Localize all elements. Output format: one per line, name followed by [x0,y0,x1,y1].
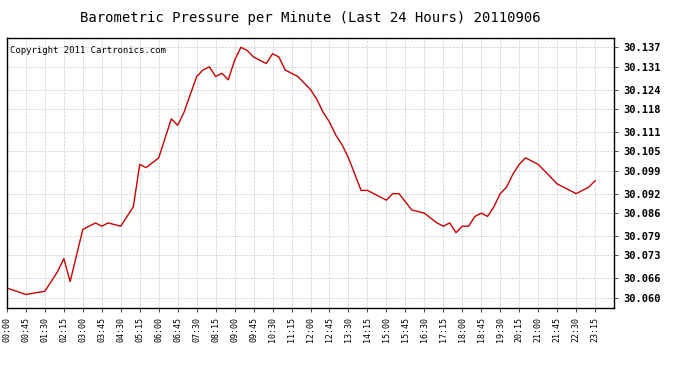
Text: Copyright 2011 Cartronics.com: Copyright 2011 Cartronics.com [10,46,166,55]
Text: Barometric Pressure per Minute (Last 24 Hours) 20110906: Barometric Pressure per Minute (Last 24 … [80,11,541,25]
